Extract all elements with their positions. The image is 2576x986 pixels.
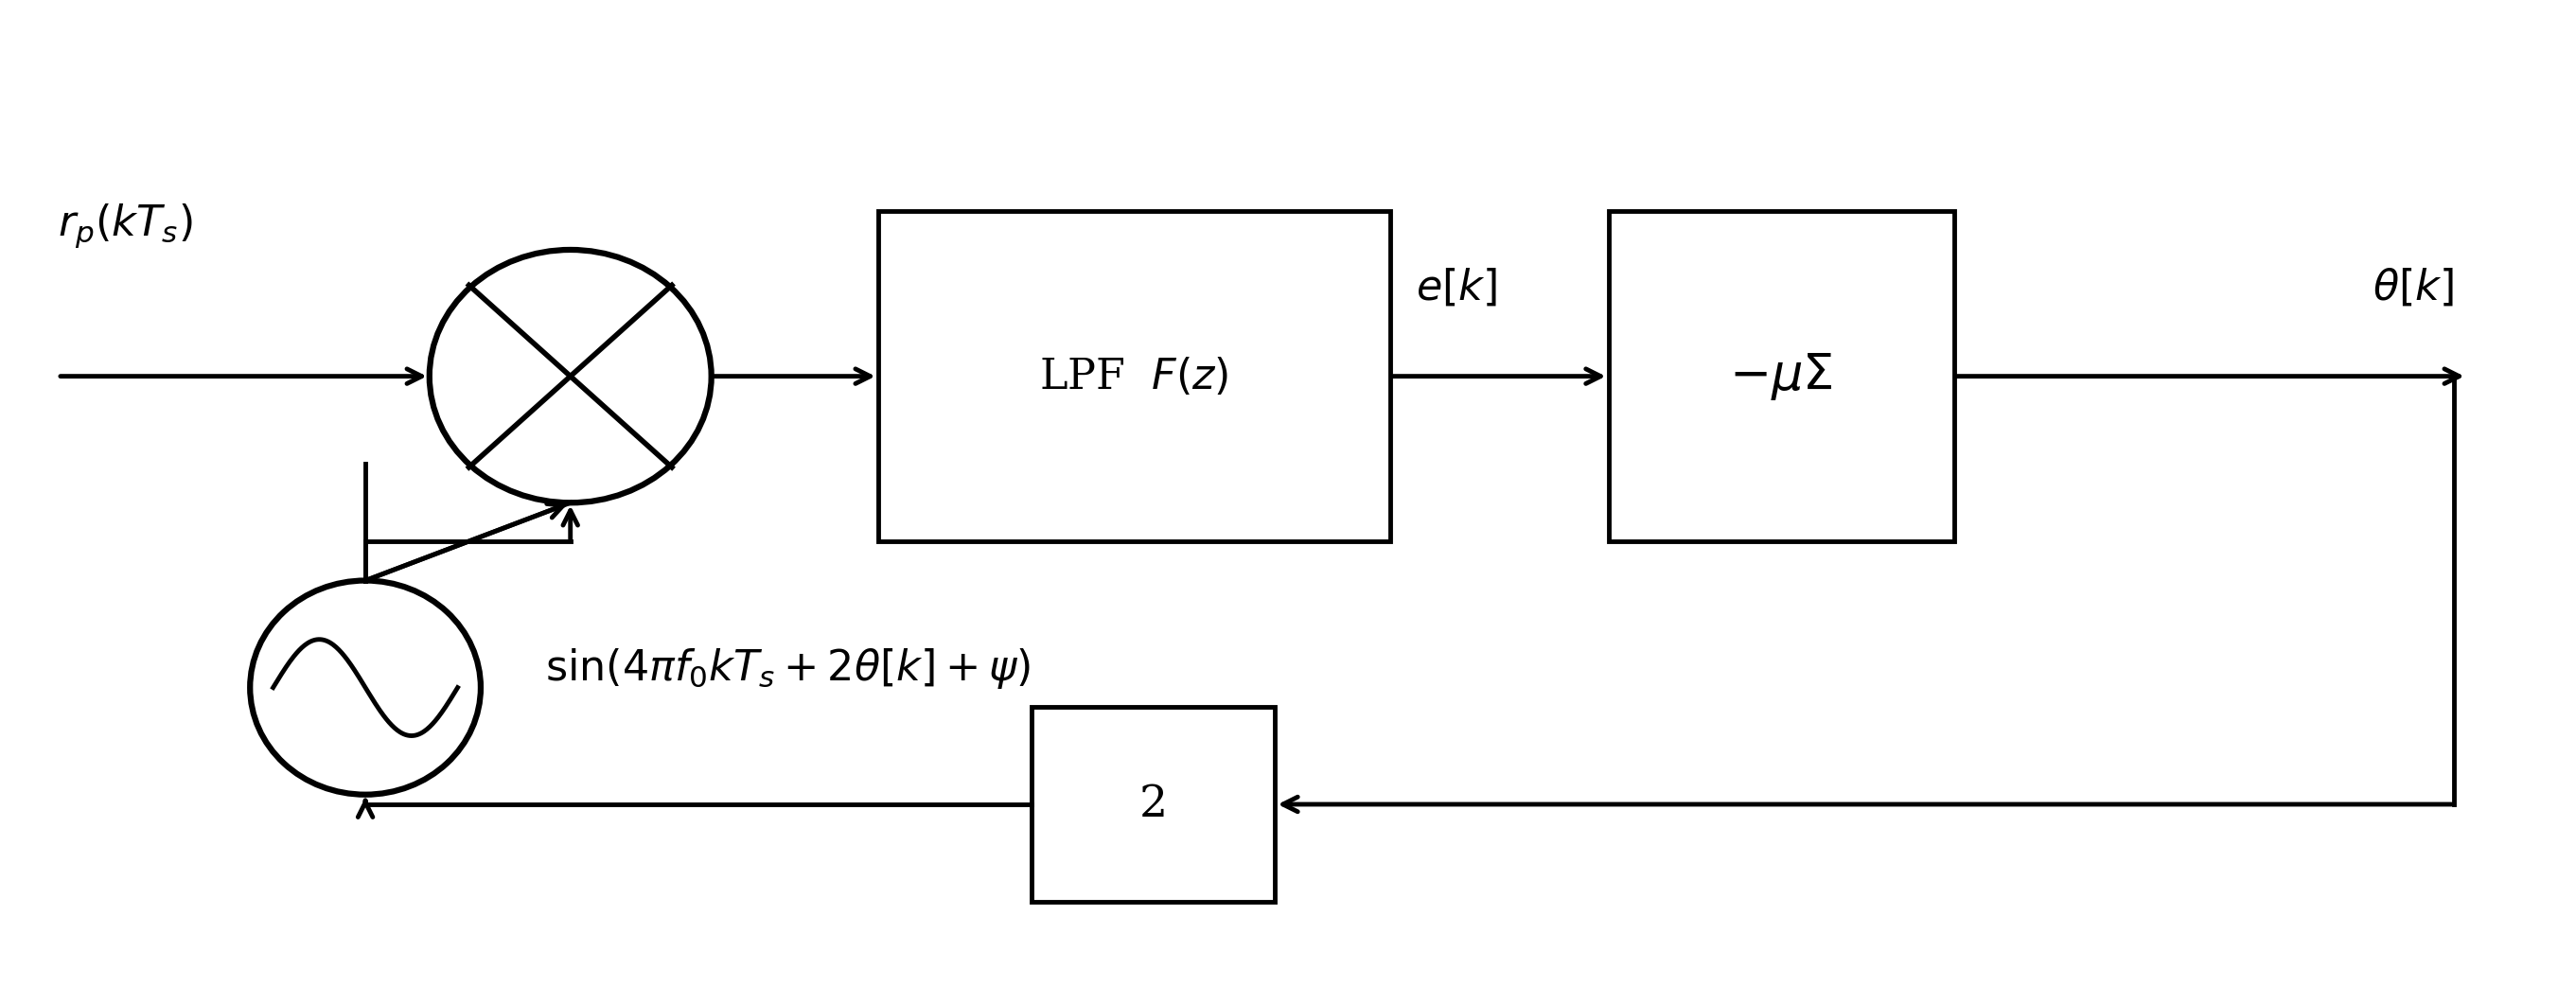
Text: $\sin(4\pi f_0 k T_s + 2\theta[k] + \psi)$: $\sin(4\pi f_0 k T_s + 2\theta[k] + \psi… bbox=[544, 646, 1030, 690]
Text: $\theta[k]$: $\theta[k]$ bbox=[2372, 266, 2455, 309]
Bar bbox=[1033, 707, 1275, 901]
Text: $e[k]$: $e[k]$ bbox=[1417, 266, 1497, 309]
Bar bbox=[1607, 211, 1955, 541]
Text: $r_p(kT_s)$: $r_p(kT_s)$ bbox=[57, 201, 193, 249]
Text: $-\mu\Sigma$: $-\mu\Sigma$ bbox=[1728, 351, 1834, 402]
Text: 2: 2 bbox=[1139, 783, 1167, 825]
Bar bbox=[878, 211, 1391, 541]
Text: LPF  $F(z)$: LPF $F(z)$ bbox=[1038, 355, 1229, 397]
